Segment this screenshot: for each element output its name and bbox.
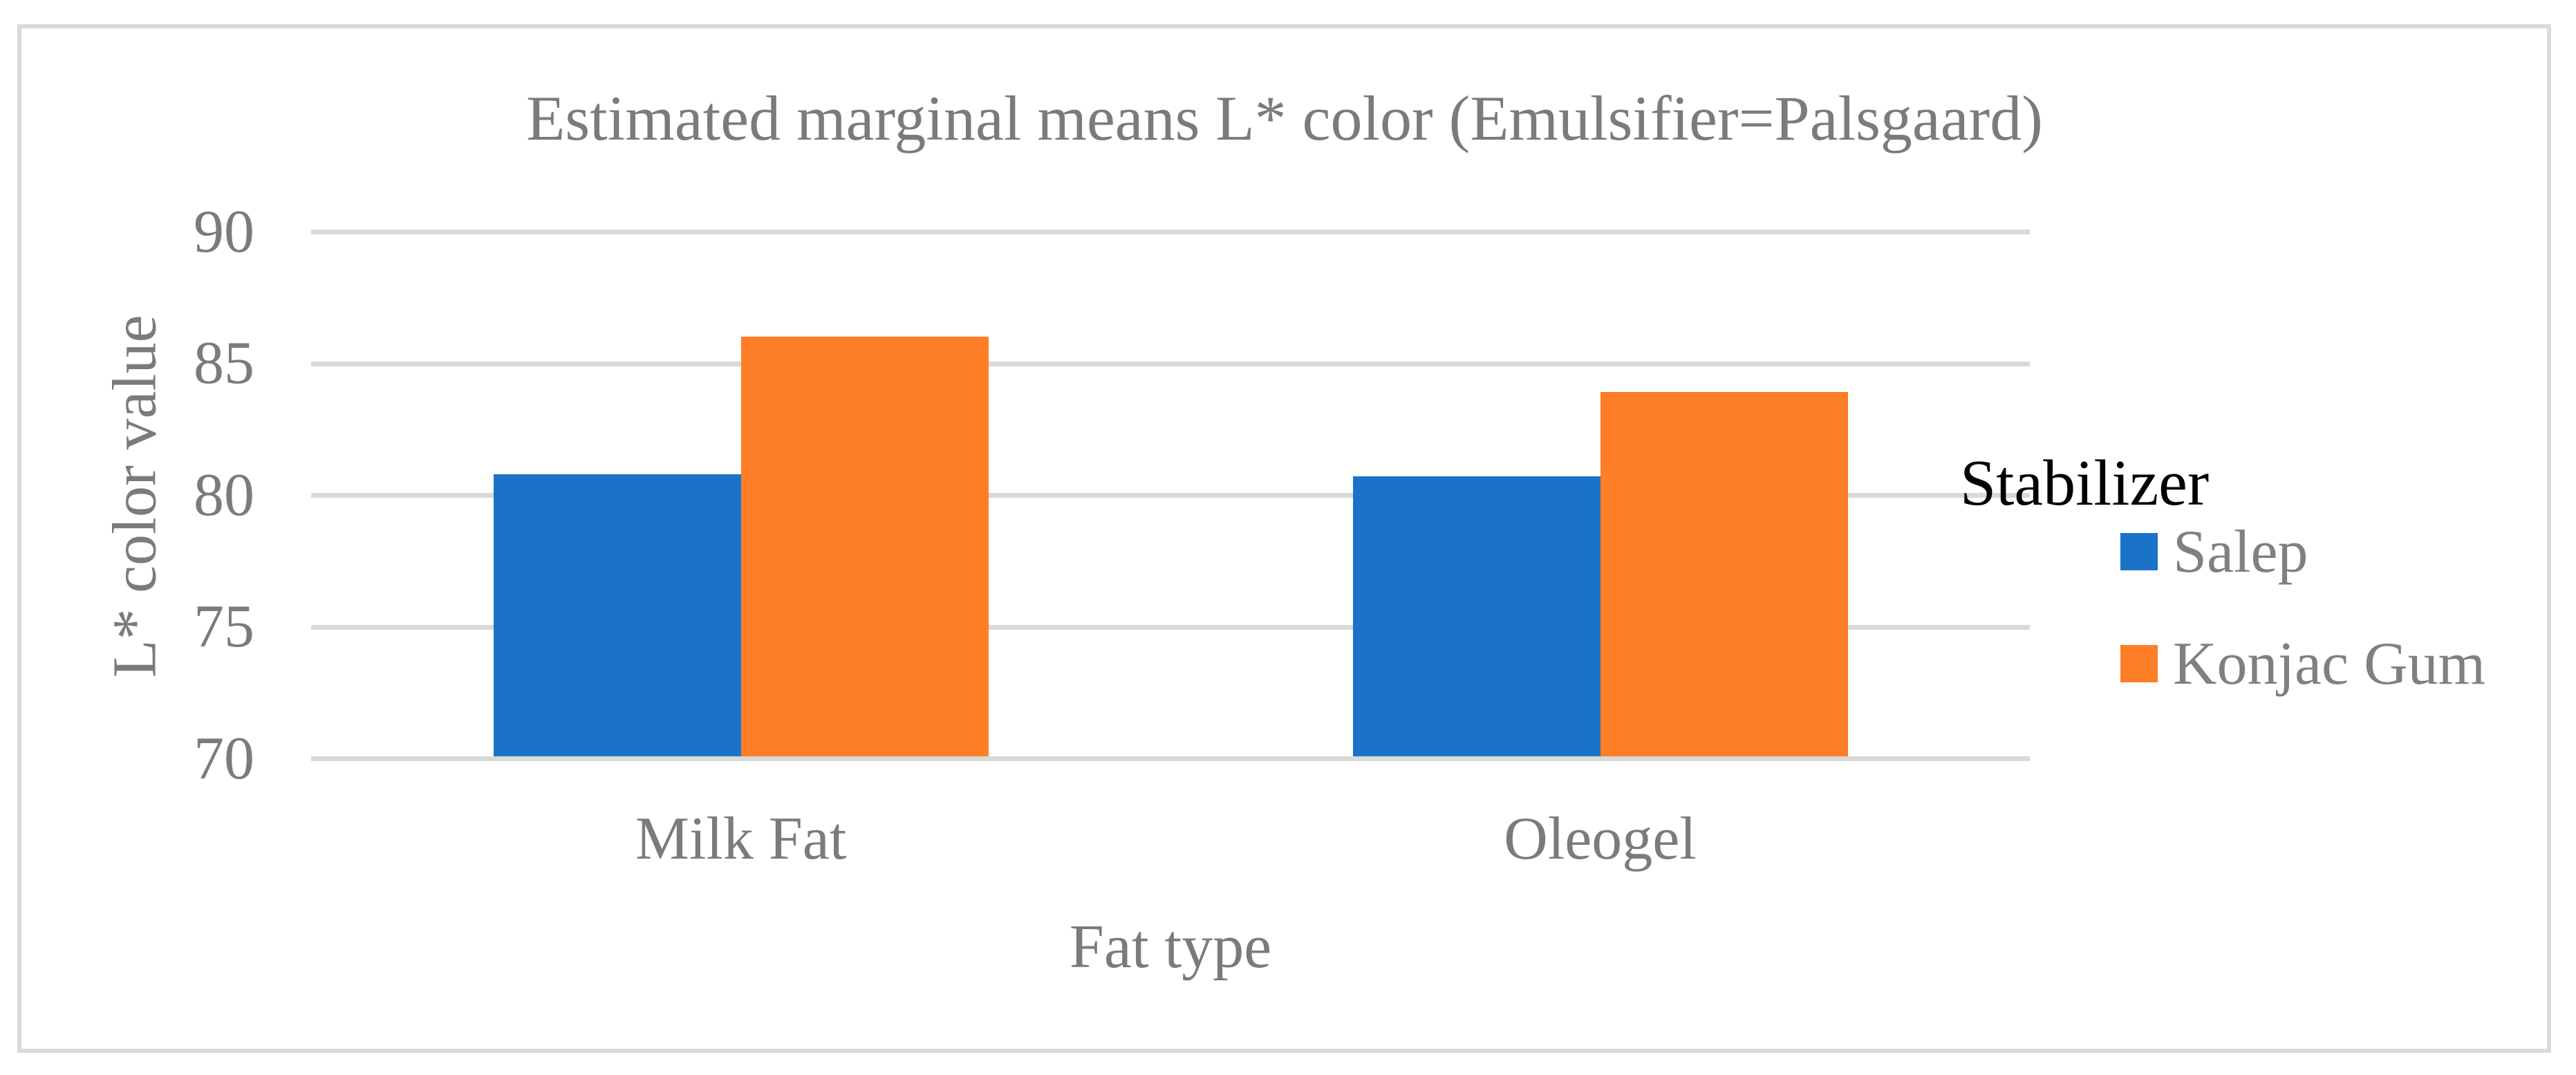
bar-salep-oleogel (1352, 476, 1600, 756)
chart-title: Estimated marginal means L* color (Emuls… (526, 83, 2043, 153)
gridline-80 (311, 493, 2030, 498)
legend-item-salep: Salep (2120, 513, 2308, 590)
legend-swatch-konjac-gum-icon (2120, 645, 2158, 682)
y-tick-label-80: 80 (194, 461, 254, 529)
legend-item-label-konjac-gum: Konjac Gum (2173, 630, 2486, 698)
gridline-75 (311, 624, 2030, 630)
legend-item-label-salep: Salep (2173, 518, 2308, 586)
chart-border (17, 24, 2551, 1053)
y-tick-label-70: 70 (194, 725, 254, 792)
x-tick-label-milk-fat: Milk Fat (635, 805, 847, 872)
gridline-85 (311, 361, 2030, 366)
bar-konjac-gum-oleogel (1600, 392, 1848, 756)
legend-item-konjac-gum: Konjac Gum (2120, 625, 2485, 702)
bar-salep-milk-fat (493, 474, 741, 756)
y-tick-label-85: 85 (194, 330, 254, 397)
gridline-90 (311, 230, 2030, 234)
x-tick-label-oleogel: Oleogel (1504, 805, 1697, 872)
bar-konjac-gum-milk-fat (740, 337, 989, 756)
gridline-70 (311, 756, 2030, 761)
y-tick-label-90: 90 (194, 198, 254, 265)
legend-title: Stabilizer (1960, 447, 2210, 519)
legend-swatch-salep-icon (2120, 533, 2158, 570)
x-axis-title: Fat type (1069, 913, 1272, 981)
y-tick-label-75: 75 (194, 593, 254, 660)
